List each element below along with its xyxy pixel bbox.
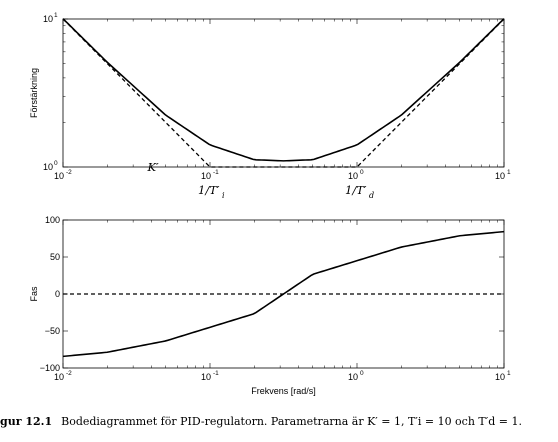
x-tick-label: 10 [54,372,64,382]
axes-frame [62,18,505,168]
figure-caption: gur 12.1 Bodediagrammet för PID-regulator… [0,415,558,428]
x-tick-label: 10 [495,372,505,382]
y-tick-label: 50 [50,252,60,262]
y-tick-label: −50 [45,326,60,336]
x-tick-exponent: 0 [360,370,364,377]
y-axis-label: Fas [29,286,39,302]
x-tick-label: 10 [348,372,358,382]
x-tick-label: 10 [201,171,211,181]
x-axis-label: Frekvens [rad/s] [251,386,316,396]
x-tick-exponent: -2 [66,370,72,377]
y-tick-label: −100 [40,363,60,373]
x-tick-exponent: 1 [507,370,511,377]
y-tick-label: 10 [43,14,53,24]
x-tick-label: 10 [201,372,211,382]
y-tick-label: 10 [43,162,53,172]
annotation-label: 1/T′ [198,183,220,197]
x-tick-exponent: 1 [507,169,511,176]
x-tick-exponent: -1 [213,370,219,377]
annotation-label: 1/T′ [345,183,367,197]
x-tick-label: 10 [495,171,505,181]
y-tick-label: 0 [55,289,60,299]
y-tick-exponent: 0 [54,160,58,167]
annotation-label: K′ [147,160,160,174]
caption-text: Bodediagrammet för PID-regulatorn. Param… [61,415,523,428]
y-tick-exponent: 1 [54,12,58,19]
x-tick-exponent: -2 [66,169,72,176]
x-tick-label: 10 [54,171,64,181]
asymptote-line [62,18,505,168]
y-axis-label: Förstärkning [29,68,39,118]
response-curve [62,18,505,162]
caption-label: gur 12.1 [0,415,53,428]
x-tick-exponent: -1 [213,169,219,176]
x-tick-exponent: 0 [360,169,364,176]
x-tick-label: 10 [348,171,358,181]
y-tick-label: 100 [45,215,60,225]
annotation-subscript: i [222,191,225,200]
annotation-subscript: d [369,191,374,200]
